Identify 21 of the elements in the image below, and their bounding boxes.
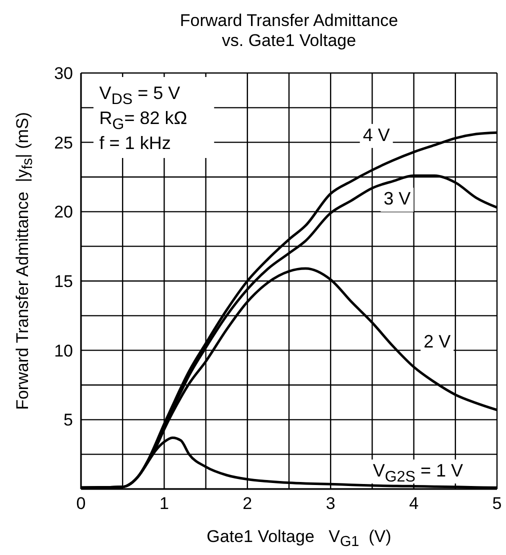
series-label: 3 V — [384, 188, 411, 209]
y-tick-label: 10 — [54, 341, 73, 360]
x-axis-title: Gate1 Voltage V$_{G1}$ (V) — [206, 527, 392, 550]
y-tick-label: 5 — [64, 410, 73, 430]
y-tick-label: 30 — [54, 64, 73, 84]
series-label: 2 V — [424, 332, 451, 352]
y-tick-label: 20 — [54, 202, 73, 222]
x-tick-label: 1 — [159, 494, 169, 514]
chart-title: Forward Transfer Admittance vs. Gate1 Voltage — [180, 11, 398, 50]
annotation: f = 1 kHz — [99, 133, 171, 153]
x-tick-label: 5 — [492, 494, 502, 514]
y-tick-label: 25 — [54, 133, 73, 152]
series-label: 4 V — [362, 124, 390, 145]
annotation: V$_{DS}$ = 5 V — [99, 83, 180, 108]
series-label: V$_{G2S}$ = 1 V — [372, 460, 464, 486]
x-tick-label: 0 — [76, 494, 86, 514]
x-tick-label: 2 — [242, 494, 252, 514]
annotation: R$_{G}$= 82 kΩ — [99, 108, 188, 132]
y-tick-label: 15 — [54, 272, 73, 292]
x-tick-label: 4 — [409, 494, 419, 514]
x-tick-label: 3 — [326, 494, 336, 514]
